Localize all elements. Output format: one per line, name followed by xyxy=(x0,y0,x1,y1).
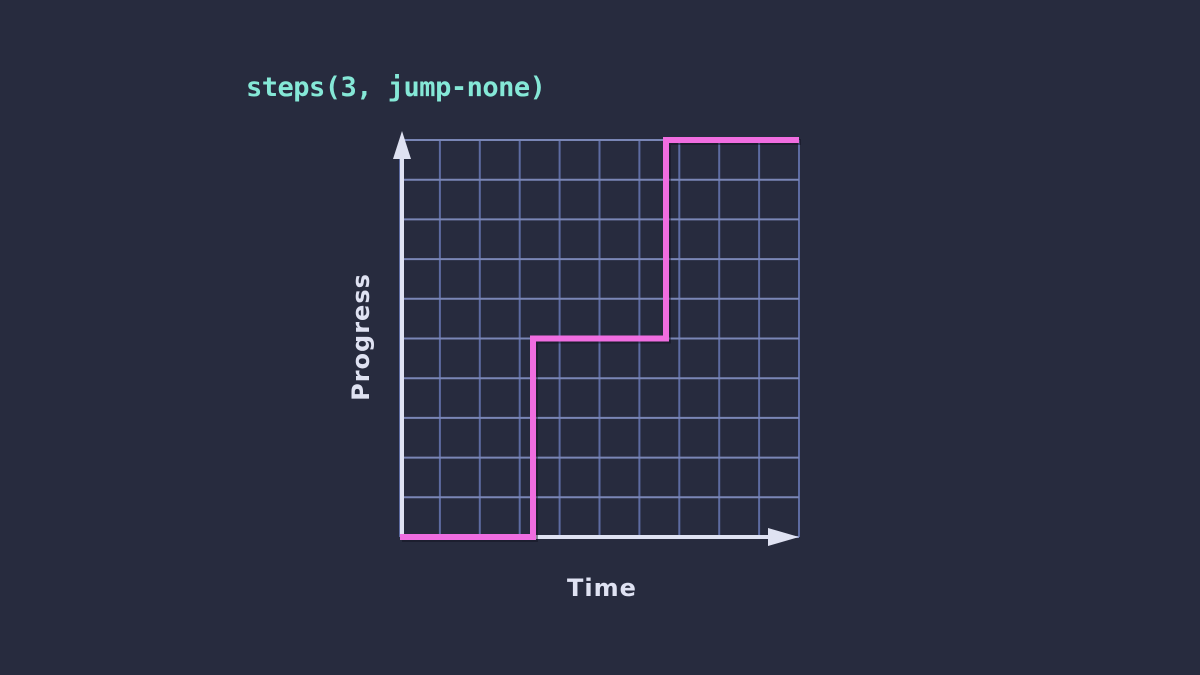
step-progress-line xyxy=(400,137,799,540)
y-axis-arrow-icon xyxy=(393,131,411,159)
x-axis-label: Time xyxy=(567,574,637,602)
x-axis-arrow-icon xyxy=(768,528,799,546)
y-axis xyxy=(393,131,411,539)
easing-function-title: steps(3, jump-none) xyxy=(246,72,546,103)
y-axis-label: Progress xyxy=(347,273,375,401)
